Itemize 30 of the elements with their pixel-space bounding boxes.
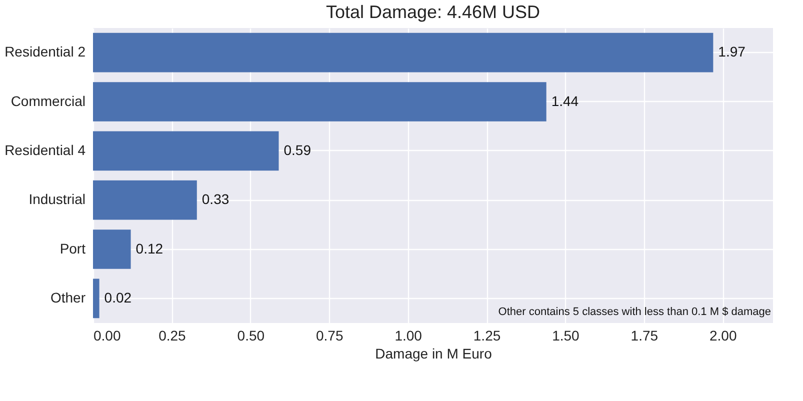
x-axis-title: Damage in M Euro	[375, 346, 492, 362]
x-tick-label: 1.75	[630, 328, 658, 344]
bar	[93, 230, 131, 269]
x-tick-label: 0.50	[237, 328, 265, 344]
y-tick-label: Residential 2	[4, 44, 86, 60]
y-tick-label: Residential 4	[4, 142, 86, 158]
x-tick-label: 1.00	[394, 328, 422, 344]
bar	[93, 131, 279, 171]
annotation: Other contains 5 classes with less than 0.1 M $ damage	[498, 306, 771, 318]
bar	[93, 180, 197, 220]
x-tick-label: 2.00	[710, 328, 737, 344]
y-tick-label: Commercial	[10, 92, 86, 109]
data-label: 1.97	[718, 44, 746, 60]
x-tick-label: 0.25	[158, 328, 186, 344]
bar	[93, 32, 714, 72]
data-label: 1.44	[551, 92, 579, 109]
bar	[93, 82, 546, 122]
y-tick-label: Port	[60, 240, 86, 256]
x-tick-label: 1.50	[552, 328, 580, 344]
chart-title: Total Damage: 4.46M USD	[326, 2, 540, 22]
y-tick-label: Industrial	[28, 191, 86, 208]
data-label: 0.12	[136, 240, 164, 256]
bar	[93, 278, 100, 318]
data-label: 0.59	[284, 142, 312, 158]
x-tick-label: 1.25	[473, 328, 501, 344]
data-label: 0.02	[104, 289, 132, 306]
x-tick-label: 0.75	[316, 328, 344, 344]
y-tick-label: Other	[50, 289, 86, 306]
x-tick-label: 0.00	[94, 328, 121, 344]
data-label: 0.33	[202, 191, 230, 208]
